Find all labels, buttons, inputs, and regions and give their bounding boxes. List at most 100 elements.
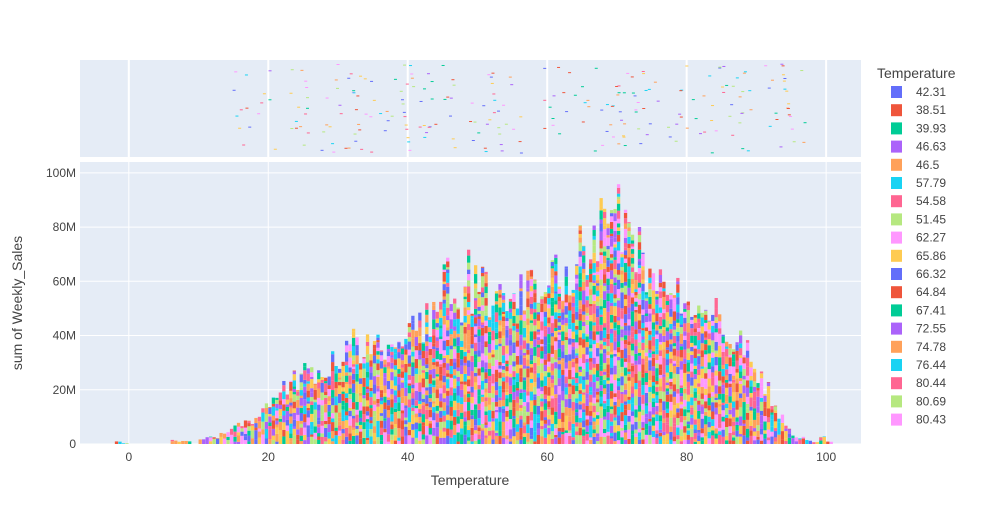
bar-segment[interactable]: [602, 208, 607, 212]
histogram-bar[interactable]: [362, 357, 366, 444]
bar-segment[interactable]: [658, 374, 663, 379]
bar-segment[interactable]: [662, 391, 666, 402]
bar-segment[interactable]: [467, 301, 471, 308]
bar-segment[interactable]: [547, 343, 551, 354]
bar-segment[interactable]: [540, 372, 544, 381]
bar-segment[interactable]: [379, 361, 384, 369]
bar-segment[interactable]: [470, 386, 474, 393]
bar-segment[interactable]: [575, 382, 579, 386]
bar-segment[interactable]: [282, 404, 286, 411]
bar-segment[interactable]: [554, 428, 558, 435]
bar-segment[interactable]: [473, 351, 478, 355]
bar-segment[interactable]: [372, 348, 377, 356]
bar-segment[interactable]: [376, 414, 380, 421]
bar-segment[interactable]: [690, 323, 694, 329]
bar-segment[interactable]: [602, 225, 607, 230]
bar-segment[interactable]: [508, 402, 513, 410]
bar-segment[interactable]: [623, 237, 628, 244]
bar-segment[interactable]: [351, 360, 356, 365]
bar-segment[interactable]: [456, 345, 460, 353]
bar-segment[interactable]: [386, 397, 391, 400]
bar-segment[interactable]: [317, 420, 321, 425]
bar-segment[interactable]: [686, 394, 690, 402]
bar-segment[interactable]: [407, 429, 412, 436]
bar-segment[interactable]: [554, 437, 558, 444]
bar-segment[interactable]: [348, 388, 352, 394]
bar-segment[interactable]: [669, 426, 673, 432]
bar-segment[interactable]: [592, 252, 596, 258]
bar-segment[interactable]: [697, 305, 701, 314]
bar-segment[interactable]: [526, 349, 530, 355]
bar-segment[interactable]: [665, 401, 670, 409]
bar-segment[interactable]: [487, 427, 492, 431]
bar-segment[interactable]: [491, 322, 495, 331]
bar-segment[interactable]: [578, 340, 582, 346]
bar-segment[interactable]: [435, 327, 439, 330]
bar-segment[interactable]: [697, 313, 701, 319]
bar-segment[interactable]: [582, 380, 586, 390]
bar-segment[interactable]: [634, 389, 638, 396]
bar-segment[interactable]: [665, 359, 670, 363]
bar-segment[interactable]: [641, 299, 645, 310]
bar-segment[interactable]: [418, 409, 422, 414]
bar-segment[interactable]: [561, 390, 565, 401]
bar-segment[interactable]: [519, 435, 523, 440]
bar-segment[interactable]: [540, 321, 544, 331]
bar-segment[interactable]: [477, 425, 481, 428]
bar-segment[interactable]: [683, 349, 687, 356]
bar-segment[interactable]: [390, 421, 394, 425]
bar-segment[interactable]: [501, 412, 506, 422]
bar-segment[interactable]: [589, 402, 593, 406]
bar-segment[interactable]: [369, 416, 373, 421]
bar-segment[interactable]: [355, 364, 359, 371]
bar-segment[interactable]: [637, 387, 642, 397]
bar-segment[interactable]: [738, 434, 743, 437]
bar-segment[interactable]: [404, 349, 408, 355]
legend-swatch[interactable]: [891, 413, 902, 426]
bar-segment[interactable]: [473, 382, 478, 390]
bar-segment[interactable]: [439, 309, 443, 318]
bar-segment[interactable]: [658, 369, 663, 375]
bar-segment[interactable]: [473, 326, 478, 335]
bar-segment[interactable]: [575, 353, 579, 356]
bar-segment[interactable]: [801, 436, 806, 439]
bar-segment[interactable]: [711, 352, 715, 358]
bar-segment[interactable]: [543, 311, 548, 318]
bar-segment[interactable]: [519, 305, 523, 316]
histogram-bar[interactable]: [721, 334, 725, 444]
bar-segment[interactable]: [358, 417, 363, 422]
bar-segment[interactable]: [547, 434, 551, 444]
bar-segment[interactable]: [418, 382, 422, 392]
bar-segment[interactable]: [508, 301, 513, 309]
bar-segment[interactable]: [599, 365, 603, 371]
bar-segment[interactable]: [609, 221, 614, 229]
bar-segment[interactable]: [575, 283, 579, 290]
bar-segment[interactable]: [268, 422, 272, 427]
bar-segment[interactable]: [425, 346, 429, 352]
bar-segment[interactable]: [616, 329, 621, 335]
bar-segment[interactable]: [310, 421, 314, 430]
bar-segment[interactable]: [522, 340, 527, 349]
bar-segment[interactable]: [718, 413, 722, 424]
histogram-bar[interactable]: [275, 397, 279, 444]
bar-segment[interactable]: [554, 327, 558, 332]
bar-segment[interactable]: [289, 407, 293, 414]
bar-segment[interactable]: [756, 416, 760, 426]
bar-segment[interactable]: [606, 373, 610, 378]
bar-segment[interactable]: [554, 257, 558, 264]
bar-segment[interactable]: [609, 436, 614, 439]
bar-segment[interactable]: [658, 364, 663, 370]
bar-segment[interactable]: [676, 281, 680, 285]
bar-segment[interactable]: [672, 423, 677, 427]
bar-segment[interactable]: [425, 326, 429, 335]
bar-segment[interactable]: [446, 336, 450, 340]
bar-segment[interactable]: [679, 333, 683, 340]
bar-segment[interactable]: [596, 325, 600, 332]
bar-segment[interactable]: [641, 358, 645, 365]
bar-segment[interactable]: [766, 429, 771, 438]
bar-segment[interactable]: [630, 240, 635, 244]
bar-segment[interactable]: [435, 340, 439, 348]
bar-segment[interactable]: [627, 369, 631, 372]
histogram-bar[interactable]: [460, 322, 464, 444]
bar-segment[interactable]: [651, 375, 656, 383]
